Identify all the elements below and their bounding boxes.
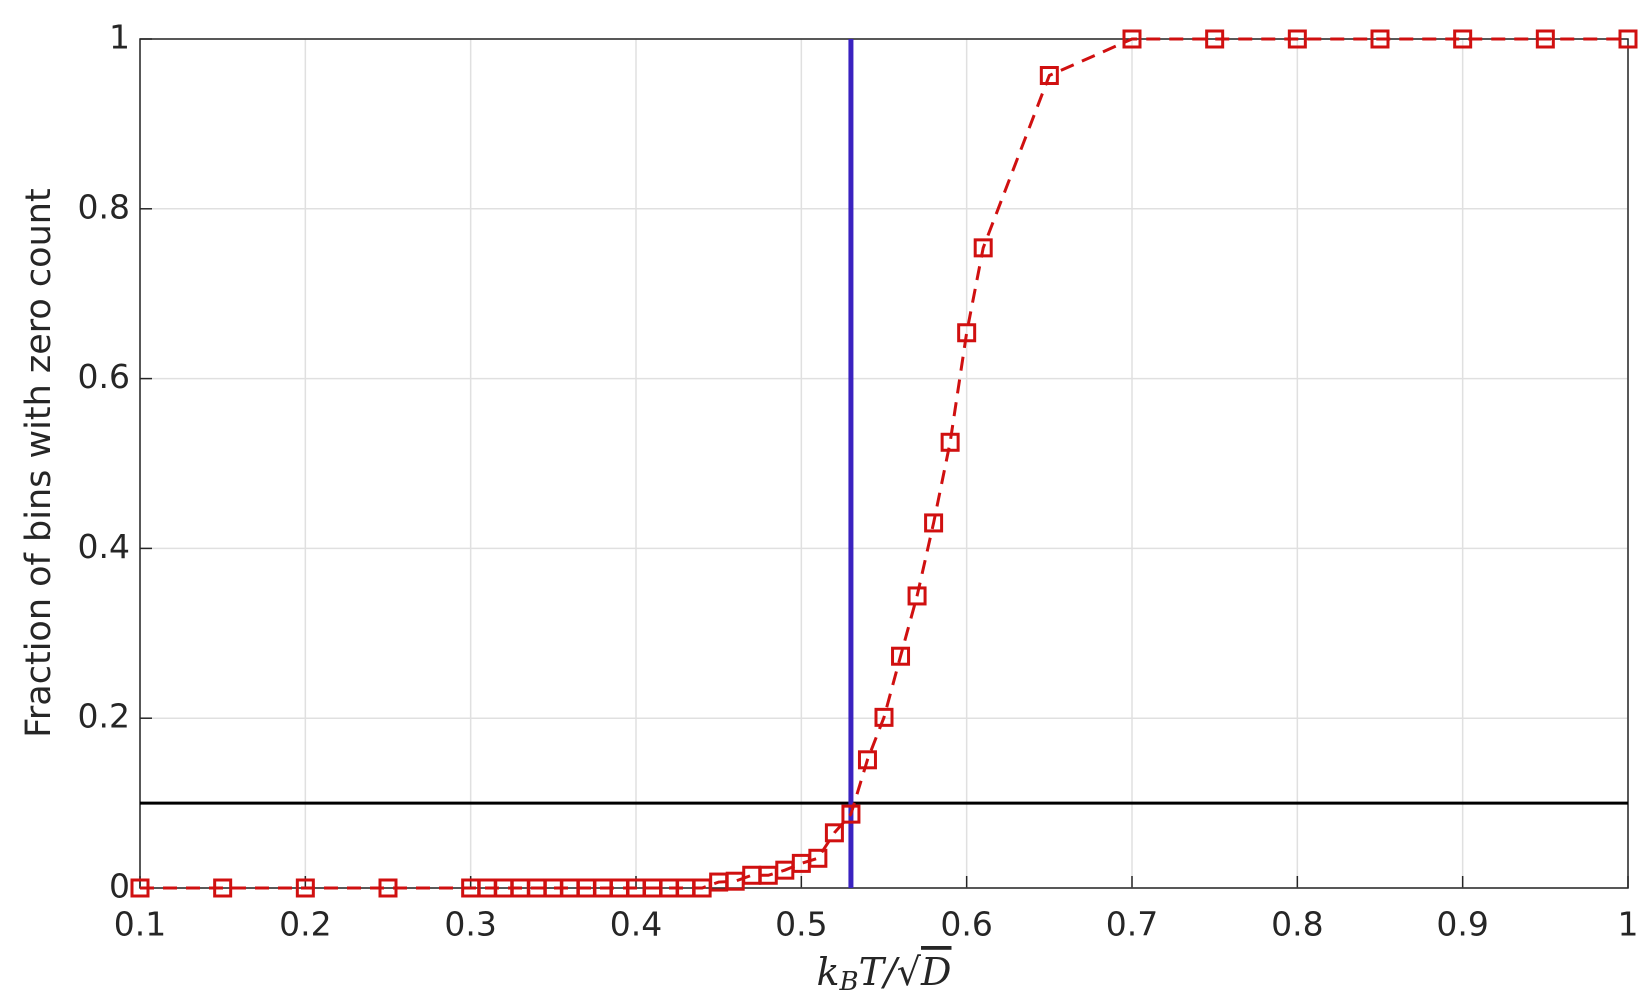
y-tick-label: 1 [109,18,130,57]
data-marker [891,646,911,666]
data-marker [742,865,762,885]
x-tick-label: 1 [1618,905,1639,944]
data-marker [841,804,861,824]
data-marker [1453,29,1473,49]
x-tick-label: 0.6 [940,905,992,944]
data-marker [295,878,315,898]
data-marker [725,871,745,891]
x-tick-label: 0.7 [1106,905,1158,944]
y-tick-label: 0.4 [78,527,130,566]
data-marker [808,848,828,868]
data-marker [378,878,398,898]
x-tick-label: 0.8 [1271,905,1323,944]
x-axis-label: kBT/√D [817,950,952,998]
y-axis-label: Fraction of bins with zero count [19,188,59,737]
data-marker [857,750,877,770]
data-marker [957,323,977,343]
data-marker [824,823,844,843]
data-marker [973,238,993,258]
data-marker [1535,29,1555,49]
x-tick-label: 0.9 [1436,905,1488,944]
data-marker [130,878,150,898]
data-marker [924,513,944,533]
y-tick-label: 0 [109,867,130,906]
data-line [140,37,1628,890]
data-marker [1205,29,1225,49]
data-marker [213,878,233,898]
data-marker [1287,29,1307,49]
y-tick-label: 0.6 [78,357,130,396]
data-marker [907,586,927,606]
data-marker [1618,29,1638,49]
data-marker [874,707,894,727]
data-marker [1039,66,1059,86]
data-marker [940,432,960,452]
x-tick-label: 0.1 [114,905,166,944]
x-tick-label: 0.3 [444,905,496,944]
x-tick-label: 0.4 [610,905,662,944]
data-marker [1122,29,1142,49]
x-tick-label: 0.5 [775,905,827,944]
data-marker [1370,29,1390,49]
x-tick-label: 0.2 [279,905,331,944]
y-tick-label: 0.2 [78,697,130,736]
plot-frame [139,38,1629,889]
y-tick-label: 0.8 [78,187,130,226]
